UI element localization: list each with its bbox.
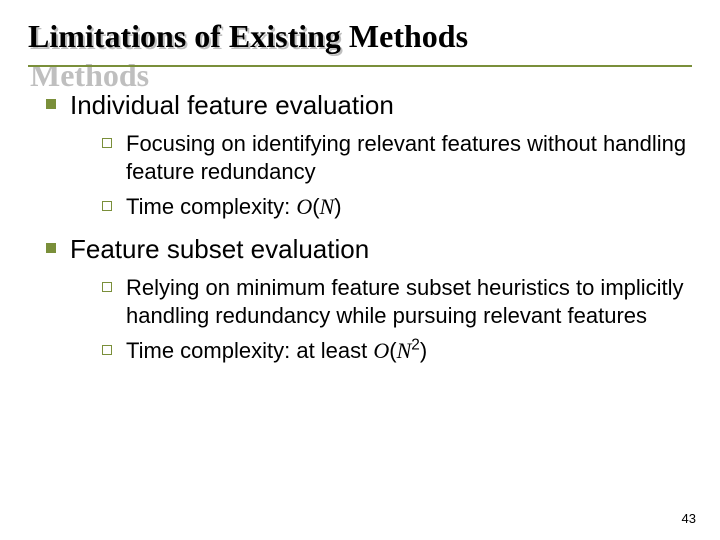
- square-bullet-icon: [46, 99, 56, 109]
- section-individual: Individual feature evaluation Focusing o…: [46, 89, 692, 221]
- complexity-prefix: Time complexity:: [126, 194, 296, 219]
- bullet-text: Time complexity: O(N): [126, 193, 342, 222]
- big-o-symbol: O: [373, 338, 389, 363]
- square-bullet-icon: [46, 243, 56, 253]
- slide-title: Limitations of Existing Methods: [28, 18, 468, 55]
- list-item: Relying on minimum feature subset heuris…: [102, 274, 692, 331]
- list-item: Time complexity: O(N): [102, 193, 692, 222]
- big-o-symbol: O: [296, 194, 312, 219]
- bullet-text: Time complexity: at least O(N2): [126, 337, 427, 366]
- bullet-text: Relying on minimum feature subset heuris…: [126, 274, 692, 331]
- title-block: Limitations of Existing Methods Limitati…: [28, 18, 692, 67]
- list-item: Time complexity: at least O(N2): [102, 337, 692, 366]
- section-heading: Feature subset evaluation: [70, 233, 369, 266]
- bullet-text: Focusing on identifying relevant feature…: [126, 130, 692, 187]
- big-o-exp: 2: [411, 337, 420, 354]
- hollow-square-icon: [102, 201, 112, 211]
- sub-list: Relying on minimum feature subset heuris…: [102, 274, 692, 366]
- list-item: Focusing on identifying relevant feature…: [102, 130, 692, 187]
- hollow-square-icon: [102, 345, 112, 355]
- sub-list: Focusing on identifying relevant feature…: [102, 130, 692, 222]
- big-o-var: N: [320, 194, 335, 219]
- hollow-square-icon: [102, 138, 112, 148]
- section-subset: Feature subset evaluation Relying on min…: [46, 233, 692, 365]
- section-heading: Individual feature evaluation: [70, 89, 394, 122]
- list-item: Individual feature evaluation: [46, 89, 692, 122]
- list-item: Feature subset evaluation: [46, 233, 692, 266]
- slide: Limitations of Existing Methods Limitati…: [0, 0, 720, 540]
- complexity-prefix: Time complexity: at least: [126, 338, 373, 363]
- big-o-var: N: [397, 338, 412, 363]
- page-number: 43: [682, 511, 696, 526]
- hollow-square-icon: [102, 282, 112, 292]
- title-wrap: Limitations of Existing Methods Limitati…: [28, 18, 468, 55]
